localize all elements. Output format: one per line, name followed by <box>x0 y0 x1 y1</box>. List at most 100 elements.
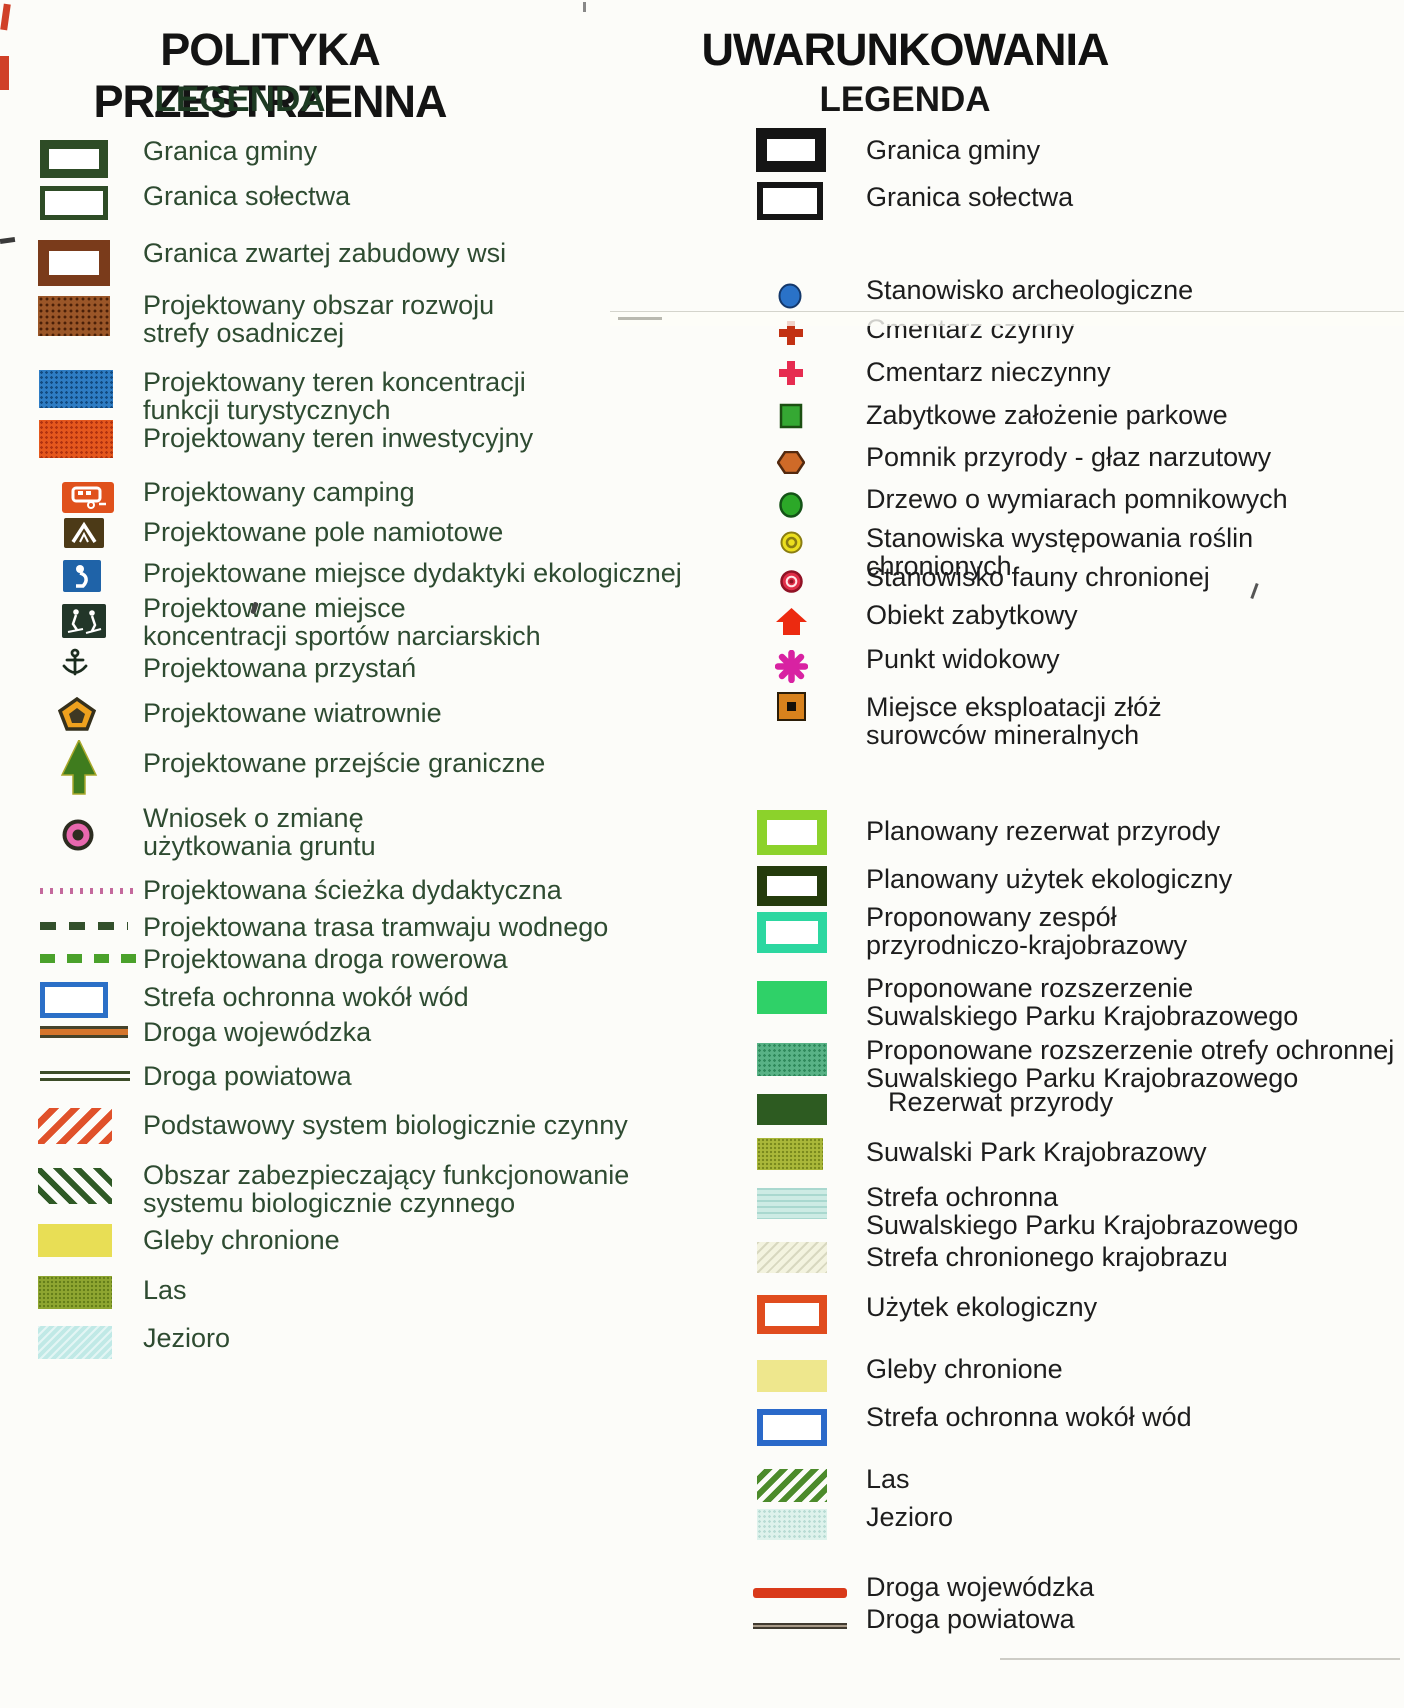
legend-item-label: Strefa ochronna wokół wód <box>143 982 469 1012</box>
teren-turystyczny-swatch <box>39 370 113 408</box>
legend-item-label: Drzewo o wymiarach pomnikowych <box>866 484 1288 514</box>
legend-item-label: Punkt widokowy <box>866 644 1060 674</box>
legend-item-label: Projektowany teren inwestycyjny <box>143 423 534 453</box>
land-use-change-icon <box>60 818 96 857</box>
jezioro-swatch-right <box>757 1509 827 1540</box>
legend-item-label: Stanowisko fauny chronionej <box>866 562 1210 592</box>
planowany-rezerwat-swatch <box>757 810 827 855</box>
legend-item-label: Projektowane pole namiotowe <box>143 517 504 547</box>
left-page-title: POLITYKA PRZESTRZENNA <box>93 24 447 127</box>
granica-gminy-swatch <box>40 140 108 178</box>
legend-item-label: Gleby chronione <box>866 1354 1063 1384</box>
legend-item-label: Użytek ekologiczny <box>866 1292 1098 1322</box>
legend-item-label: Projektowane miejsce koncentracji sportó… <box>143 593 541 651</box>
erratic-boulder-hexagon-icon <box>776 450 806 479</box>
sciezka-dydaktyczna-line <box>40 888 134 894</box>
legend-item-label: Gleby chronione <box>143 1225 340 1255</box>
scan-artifact <box>1000 1658 1400 1660</box>
left-legend-heading: LEGENDA <box>154 80 326 119</box>
scan-artifact <box>1250 582 1259 600</box>
droga-powiatowa-line-right <box>753 1623 847 1629</box>
legend-item-label: Projektowany obszar rozwoju strefy osadn… <box>143 290 495 348</box>
zespol-przyrodniczy-swatch <box>757 912 827 953</box>
active-cemetery-cross-icon <box>778 320 804 351</box>
legend-item-label: Projektowany camping <box>143 477 415 507</box>
mineral-extraction-icon <box>777 692 806 726</box>
strefa-wod-swatch <box>40 982 108 1018</box>
legend-item-label: Planowany użytek ekologiczny <box>866 864 1233 894</box>
legend-item-label: Granica sołectwa <box>866 182 1074 212</box>
rozszerzenie-spk-swatch <box>757 981 827 1014</box>
eco-education-icon <box>63 560 101 597</box>
legend-item-label: Droga powiatowa <box>143 1061 352 1091</box>
legend-item-label: Jezioro <box>866 1502 954 1532</box>
monument-tree-icon <box>779 492 803 523</box>
legend-item-label: Wniosek o zmianę użytkowania gruntu <box>143 803 376 861</box>
border-crossing-arrow-icon <box>60 738 98 800</box>
strefa-ochronna-spk-swatch <box>757 1188 827 1219</box>
right-legend-heading: LEGENDA <box>819 80 991 119</box>
scan-artifact <box>610 311 1404 326</box>
legend-item-label: Granica gminy <box>866 135 1041 165</box>
teren-inwestycyjny-swatch <box>39 420 113 458</box>
legend-item-label: Projektowana trasa tramwaju wodnego <box>143 912 609 942</box>
obszar-rozwoju-swatch <box>38 296 110 336</box>
legend-item-label: Proponowane rozszerzenie Suwalskiego Par… <box>866 973 1299 1031</box>
legend-item-label: Projektowany teren koncentracji funkcji … <box>143 367 526 425</box>
anchor-icon <box>58 648 92 687</box>
legend-item-label: Projektowana droga rowerowa <box>143 944 508 974</box>
legend-item-label: Strefa ochronna Suwalskiego Parku Krajob… <box>866 1182 1299 1240</box>
legend-item-label: Proponowany zespół przyrodniczo-krajobra… <box>866 902 1188 960</box>
legend-item-label: Las <box>866 1464 910 1494</box>
right-page-title: UWARUNKOWANIA <box>701 24 1110 75</box>
ski-sports-icon <box>62 604 106 643</box>
droga-rowerowa-line <box>40 954 138 963</box>
legend-item-label: Projektowana przystań <box>143 653 417 683</box>
camping-icon <box>62 482 114 518</box>
legend-item-label: Projektowane wiatrownie <box>143 698 442 728</box>
legend-item-label: Droga wojewódzka <box>866 1572 1095 1602</box>
legend-item-label: Granica sołectwa <box>143 181 351 211</box>
legend-item-label: Miejsce eksploatacji złóż surowców miner… <box>866 692 1162 750</box>
las-swatch-right <box>757 1469 827 1502</box>
system-biologiczny-hatch <box>38 1108 112 1144</box>
scan-artifact <box>0 3 11 31</box>
windmill-pentagon-icon <box>57 696 97 736</box>
legend-item-label: Stanowisko archeologiczne <box>866 275 1194 305</box>
droga-wojewodzka-line-right <box>753 1588 847 1598</box>
archeology-site-icon <box>778 283 802 314</box>
legend-item-label: Droga wojewódzka <box>143 1017 372 1047</box>
scan-artifact <box>583 2 586 12</box>
legend-item-label: Obszar zabezpieczający funkcjonowanie sy… <box>143 1160 630 1218</box>
rezerwat-przyrody-swatch <box>757 1094 827 1125</box>
scan-artifact <box>0 236 16 245</box>
viewpoint-asterisk-icon <box>774 649 809 688</box>
legend-item-label: Strefa chronionego krajobrazu <box>866 1242 1228 1272</box>
legend-item-label: Granica zwartej zabudowy wsi <box>143 238 507 268</box>
droga-powiatowa-line <box>40 1071 130 1081</box>
legend-item-label: Jezioro <box>143 1323 231 1353</box>
legend-item-label: Cmentarz nieczynny <box>866 357 1111 387</box>
tent-icon <box>64 518 104 553</box>
strefa-wod-swatch-right <box>757 1409 827 1446</box>
strefa-krajobrazu-swatch <box>757 1242 827 1273</box>
granica-solectwa-swatch-right <box>757 182 823 220</box>
legend-item-label: Obiekt zabytkowy <box>866 600 1078 630</box>
uzytek-ekologiczny-swatch <box>757 1295 827 1334</box>
suwalski-park-swatch <box>757 1138 823 1170</box>
legend-item-label: Planowany rezerwat przyrody <box>866 816 1221 846</box>
legend-item-label: Projektowane przejście graniczne <box>143 748 546 778</box>
scan-artifact <box>618 317 662 320</box>
legend-item-label: Pomnik przyrody - głaz narzutowy <box>866 442 1272 472</box>
historic-park-icon <box>779 403 803 434</box>
obszar-zabezpieczajacy-hatch <box>38 1168 112 1204</box>
jezioro-swatch <box>38 1326 112 1359</box>
legend-item-label: Strefa ochronna wokół wód <box>866 1402 1192 1432</box>
planowany-uzytek-swatch <box>757 866 827 906</box>
gleby-chronione-swatch <box>38 1224 112 1257</box>
legend-item-label: Granica gminy <box>143 136 318 166</box>
legend-item-label: Stanowiska występowania roślin chroniony… <box>866 523 1254 581</box>
legend-item-label: Zabytkowe założenie parkowe <box>866 400 1228 430</box>
gleby-chronione-swatch-right <box>757 1360 827 1392</box>
